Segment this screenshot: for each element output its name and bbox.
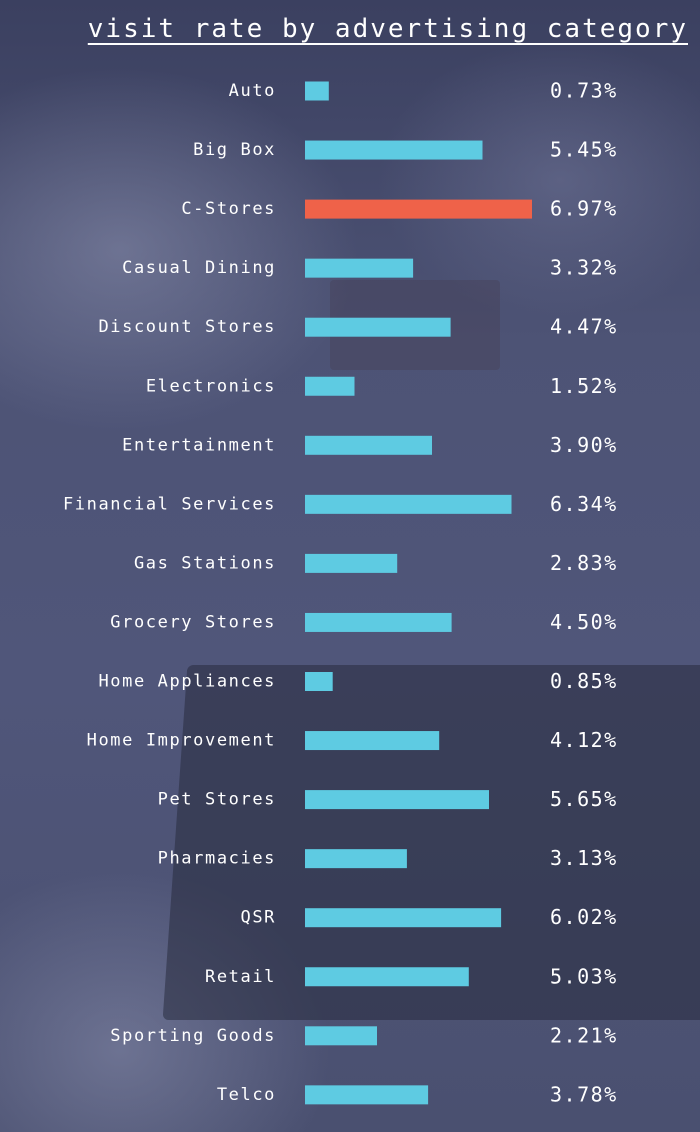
bar-financial-services — [305, 494, 512, 514]
category-label: Sporting Goods — [110, 1026, 276, 1046]
value-label: 6.34% — [550, 492, 618, 516]
bar-grocery-stores — [305, 612, 452, 632]
bar-c-stores — [305, 199, 532, 219]
value-label: 3.78% — [550, 1082, 618, 1106]
category-label: Home Appliances — [98, 672, 276, 692]
category-label: Gas Stations — [134, 553, 276, 573]
bar-home-appliances — [305, 672, 333, 691]
value-label: 6.97% — [550, 197, 618, 221]
bar-pet-stores — [305, 790, 489, 810]
value-label: 4.12% — [550, 728, 618, 752]
category-label: QSR — [240, 908, 276, 928]
category-label: Electronics — [146, 376, 276, 396]
bar-sporting-goods — [305, 1026, 377, 1046]
value-label: 0.85% — [550, 669, 618, 693]
bar-gas-stations — [305, 553, 398, 573]
value-label: 5.03% — [550, 964, 618, 988]
value-label: 4.50% — [550, 610, 618, 634]
value-label: 0.73% — [550, 79, 618, 103]
value-label: 3.32% — [550, 256, 618, 280]
category-label: Pet Stores — [158, 790, 276, 810]
bar-big-box — [305, 140, 483, 160]
bar-discount-stores — [305, 317, 451, 337]
value-label: 2.21% — [550, 1023, 618, 1047]
value-label: 3.13% — [550, 846, 618, 870]
category-label: Retail — [205, 967, 276, 987]
bar-auto — [305, 81, 329, 101]
value-label: 1.52% — [550, 374, 618, 398]
category-label: Home Improvement — [87, 731, 276, 751]
value-label: 3.90% — [550, 433, 618, 457]
category-label: Telco — [217, 1085, 276, 1105]
bar-electronics — [305, 376, 355, 396]
category-label: Financial Services — [63, 494, 276, 514]
category-label: Auto — [229, 81, 276, 101]
category-label: Pharmacies — [158, 849, 276, 869]
bar-casual-dining — [305, 258, 414, 278]
value-label: 2.83% — [550, 551, 618, 575]
value-label: 6.02% — [550, 905, 618, 929]
category-label: Discount Stores — [98, 317, 276, 337]
value-label: 5.45% — [550, 138, 618, 162]
chart-title: visit rate by advertising category — [87, 14, 688, 44]
value-label: 4.47% — [550, 315, 618, 339]
category-label: Casual Dining — [122, 258, 276, 278]
bar-pharmacies — [305, 849, 407, 869]
bar-qsr — [305, 908, 502, 928]
value-label: 5.65% — [550, 787, 618, 811]
bar-telco — [305, 1085, 429, 1105]
bar-entertainment — [305, 435, 432, 455]
bar-home-improvement — [305, 731, 440, 751]
category-label: Entertainment — [122, 435, 276, 455]
category-label: Big Box — [193, 140, 276, 160]
bar-retail — [305, 967, 469, 987]
category-label: C-Stores — [181, 199, 276, 219]
category-label: Grocery Stores — [110, 612, 276, 632]
